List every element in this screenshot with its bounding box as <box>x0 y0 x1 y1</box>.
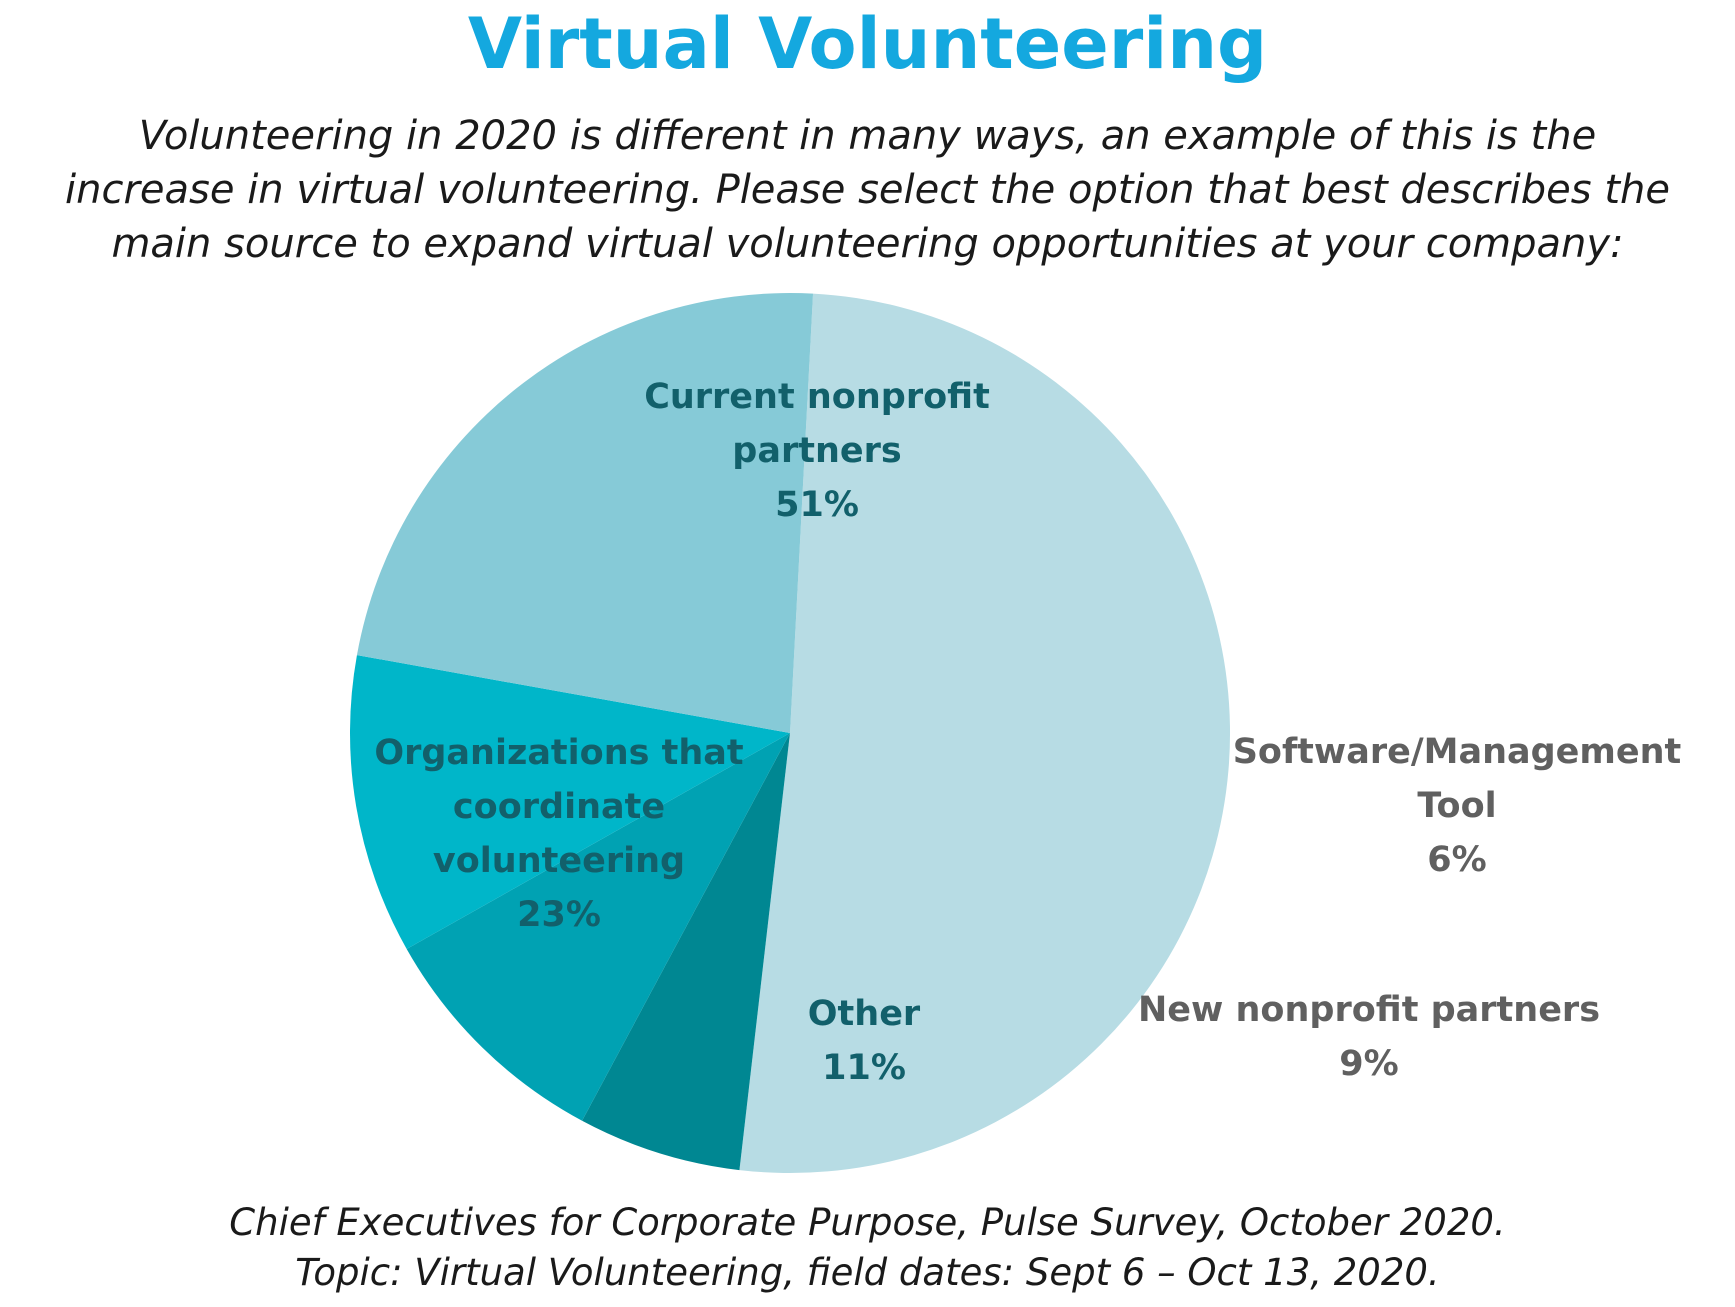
slice-labels: Current nonprofit partners 51% Software/Man… <box>374 377 1681 1088</box>
question-line: increase in virtual volunteering. Please… <box>65 167 1670 213</box>
label-other: Other 11% <box>808 994 921 1088</box>
slice-value-label: 6% <box>1427 840 1486 880</box>
slice-name-label: New nonprofit partners <box>1138 990 1600 1030</box>
pie-slices <box>349 292 1231 1173</box>
slice-name-label: Current nonprofit <box>644 377 990 417</box>
slice-name-label: partners <box>732 431 901 471</box>
slice-value-label: 11% <box>822 1048 906 1088</box>
survey-question: Volunteering in 2020 is different in man… <box>20 109 1715 271</box>
source-line: Chief Executives for Corporate Purpose, … <box>229 1201 1506 1244</box>
label-new-nonprofit-partners: New nonprofit partners 9% <box>1138 990 1600 1084</box>
slice-name-label: volunteering <box>433 841 685 881</box>
slice-new-nonprofit-partners <box>406 733 790 1121</box>
question-line: main source to expand virtual volunteeri… <box>111 221 1624 267</box>
chart-title: Virtual Volunteering <box>467 3 1268 85</box>
slice-organizations-that-coordinate-volunteering <box>356 292 814 733</box>
source-note: Chief Executives for Corporate Purpose, … <box>40 1198 1695 1298</box>
slice-other <box>349 655 790 949</box>
slice-value-label: 51% <box>775 485 859 525</box>
label-organizations-that-coordinate-volunteering: Organizations that coordinate volunteering… <box>374 733 743 935</box>
slice-value-label: 23% <box>517 895 601 935</box>
slice-name-label: Organizations that <box>374 733 743 773</box>
source-line: Topic: Virtual Volunteering, field dates… <box>295 1251 1440 1294</box>
slice-name-label: Tool <box>1417 786 1496 826</box>
slice-software-management-tool <box>582 733 790 1171</box>
slice-value-label: 9% <box>1339 1044 1398 1084</box>
label-software-management-tool: Software/Management Tool 6% <box>1233 732 1682 880</box>
label-current-nonprofit-partners: Current nonprofit partners 51% <box>644 377 990 525</box>
slice-name-label: coordinate <box>453 787 665 827</box>
slice-name-label: Other <box>808 994 921 1034</box>
slice-current-nonprofit-partners <box>739 293 1231 1173</box>
question-line: Volunteering in 2020 is different in man… <box>138 113 1597 159</box>
slice-name-label: Software/Management <box>1233 732 1682 772</box>
